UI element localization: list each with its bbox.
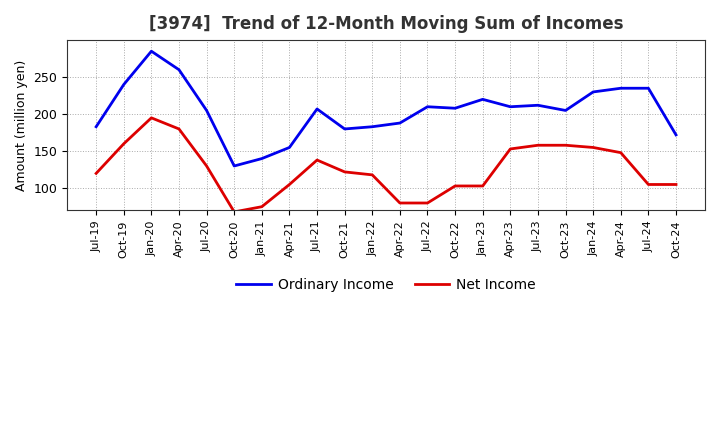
Net Income <box>285 182 294 187</box>
Ordinary Income <box>423 104 432 110</box>
Y-axis label: Amount (million yen): Amount (million yen) <box>15 60 28 191</box>
Legend: Ordinary Income, Net Income: Ordinary Income, Net Income <box>230 272 541 297</box>
Net Income <box>341 169 349 175</box>
Net Income <box>395 200 404 205</box>
Net Income <box>672 182 680 187</box>
Net Income <box>506 147 515 152</box>
Net Income <box>561 143 570 148</box>
Ordinary Income <box>147 48 156 54</box>
Ordinary Income <box>341 126 349 132</box>
Ordinary Income <box>285 145 294 150</box>
Ordinary Income <box>506 104 515 110</box>
Ordinary Income <box>230 163 238 169</box>
Ordinary Income <box>175 67 184 72</box>
Net Income <box>147 115 156 121</box>
Net Income <box>368 172 377 177</box>
Net Income <box>312 158 321 163</box>
Net Income <box>120 141 128 147</box>
Net Income <box>230 209 238 215</box>
Ordinary Income <box>534 103 542 108</box>
Net Income <box>202 163 211 169</box>
Ordinary Income <box>312 106 321 112</box>
Ordinary Income <box>92 124 101 129</box>
Ordinary Income <box>616 86 625 91</box>
Net Income <box>423 200 432 205</box>
Ordinary Income <box>589 89 598 95</box>
Line: Net Income: Net Income <box>96 118 676 212</box>
Ordinary Income <box>644 86 653 91</box>
Net Income <box>258 204 266 209</box>
Net Income <box>478 183 487 189</box>
Ordinary Income <box>451 106 459 111</box>
Title: [3974]  Trend of 12-Month Moving Sum of Incomes: [3974] Trend of 12-Month Moving Sum of I… <box>149 15 624 33</box>
Ordinary Income <box>368 124 377 129</box>
Net Income <box>589 145 598 150</box>
Net Income <box>534 143 542 148</box>
Net Income <box>616 150 625 155</box>
Net Income <box>92 171 101 176</box>
Ordinary Income <box>395 121 404 126</box>
Ordinary Income <box>672 132 680 138</box>
Ordinary Income <box>561 108 570 113</box>
Ordinary Income <box>478 97 487 102</box>
Net Income <box>451 183 459 189</box>
Ordinary Income <box>258 156 266 161</box>
Net Income <box>175 126 184 132</box>
Net Income <box>644 182 653 187</box>
Ordinary Income <box>120 82 128 87</box>
Line: Ordinary Income: Ordinary Income <box>96 51 676 166</box>
Ordinary Income <box>202 108 211 113</box>
